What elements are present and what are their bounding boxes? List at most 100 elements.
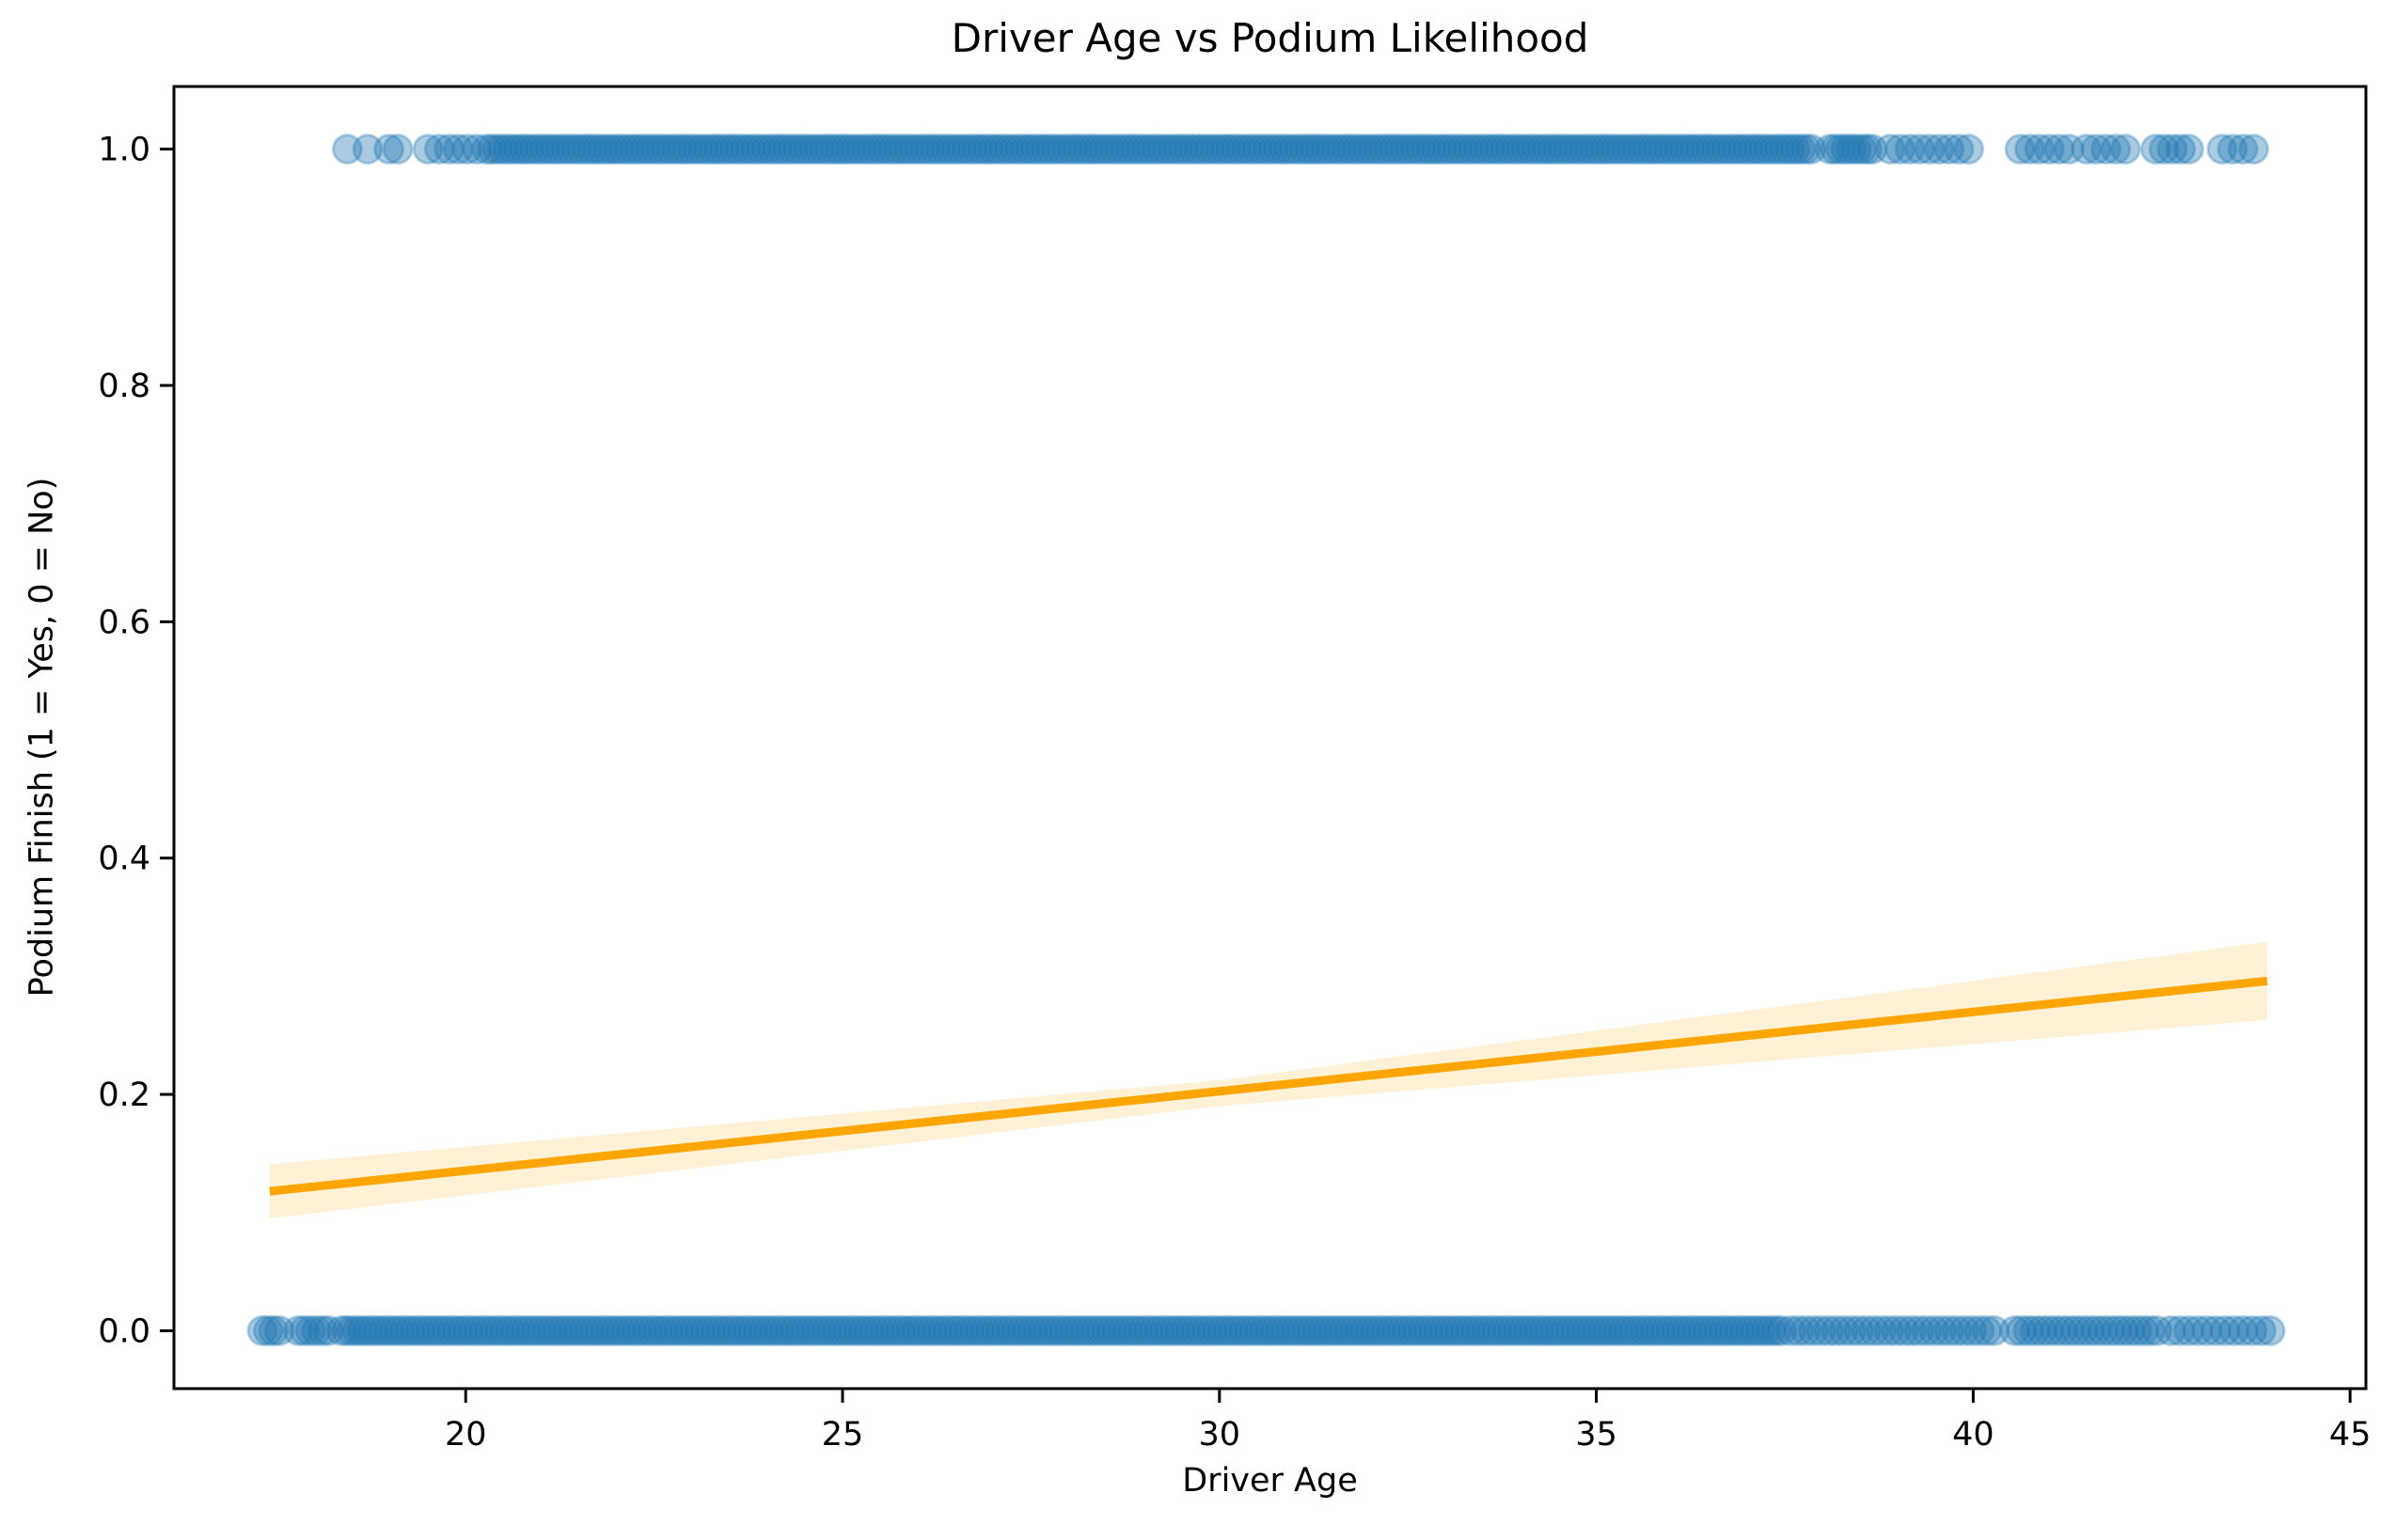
scatter-point [1059, 1314, 1091, 1346]
scatter-point [502, 134, 534, 165]
scatter-point [1491, 1314, 1523, 1346]
scatter-point [877, 134, 909, 165]
scatter-point [745, 134, 777, 165]
scatter-point [821, 1314, 853, 1346]
scatter-point [531, 1314, 563, 1346]
scatter-point [388, 1314, 420, 1346]
scatter-point [394, 1314, 426, 1346]
scatter-point [1294, 134, 1326, 165]
scatter-point [373, 134, 404, 165]
scatter-point [1674, 134, 1706, 165]
scatter-point [692, 134, 724, 165]
scatter-point [1830, 134, 1862, 165]
scatter-point [1631, 134, 1663, 165]
scatter-point [1560, 1314, 1592, 1346]
scatter-point [2046, 1314, 2078, 1346]
scatter-point [851, 134, 883, 165]
scatter-point [2238, 134, 2270, 165]
scatter-point [619, 134, 651, 165]
scatter-point [457, 1314, 489, 1346]
scatter-point [2094, 1314, 2125, 1346]
scatter-point [410, 1314, 442, 1346]
scatter-point [524, 134, 556, 165]
scatter-point [1595, 134, 1627, 165]
scatter-point [1785, 134, 1817, 165]
scatter-point [1320, 134, 1352, 165]
scatter-point [433, 134, 465, 165]
scatter-point [1222, 1314, 1254, 1346]
scatter-point [584, 1314, 616, 1346]
scatter-point [534, 134, 566, 165]
scatter-point [1843, 1314, 1874, 1346]
scatter-point [827, 1314, 859, 1346]
scatter-point [1209, 134, 1241, 165]
scatter-point [378, 1314, 410, 1346]
scatter-point [1729, 1314, 1760, 1346]
scatter-point [930, 134, 962, 165]
scatter-point [1537, 134, 1568, 165]
scatter-point [1600, 134, 1631, 165]
scatter-point [1281, 1314, 1313, 1346]
scatter-point [734, 134, 766, 165]
scatter-point [1037, 1314, 1069, 1346]
scatter-point [869, 1314, 901, 1346]
scatter-point [346, 1314, 378, 1346]
scatter-point [1407, 1314, 1439, 1346]
scatter-point [1254, 1314, 1285, 1346]
scatter-point [497, 134, 529, 165]
scatter-point [1215, 134, 1247, 165]
scatter-point [1544, 1314, 1576, 1346]
scatter-series-podium-yes [331, 134, 2270, 165]
scatter-point [1500, 134, 1532, 165]
scatter-point [1285, 1314, 1317, 1346]
chart-title: Driver Age vs Podium Likelihood [951, 15, 1589, 61]
scatter-point [2014, 134, 2045, 165]
scatter-point [1971, 1314, 2003, 1346]
scatter-point [1349, 1314, 1380, 1346]
scatter-point [1512, 1314, 1544, 1346]
scatter-point [1025, 134, 1057, 165]
scatter-point [1573, 134, 1605, 165]
scatter-point [263, 1314, 295, 1346]
scatter-point [2073, 1314, 2105, 1346]
scatter-point [972, 134, 1004, 165]
scatter-point [1881, 1314, 1913, 1346]
scatter-point [1502, 1314, 1534, 1346]
scatter-point [685, 1314, 716, 1346]
scatter-point [1360, 1314, 1392, 1346]
scatter-point [2043, 134, 2075, 165]
scatter-point [605, 1314, 637, 1346]
scatter-point [774, 1314, 806, 1346]
scatter-point [289, 1314, 321, 1346]
scatter-point [856, 134, 888, 165]
scatter-point [610, 1314, 642, 1346]
scatter-point [695, 1314, 727, 1346]
scatter-point [1505, 134, 1537, 165]
scatter-point [463, 1314, 495, 1346]
scatter-point [2087, 1314, 2119, 1346]
scatter-point [362, 1314, 394, 1346]
scatter-point [1380, 1314, 1412, 1346]
scatter-point [951, 134, 983, 165]
scatter-point [888, 134, 920, 165]
scatter-point [1884, 134, 1916, 165]
scatter-point [1956, 1314, 1988, 1346]
scatter-point [1629, 1314, 1661, 1346]
scatter-point [1627, 134, 1658, 165]
scatter-point [1873, 1314, 1905, 1346]
scatter-point [1091, 1314, 1123, 1346]
scatter-point [1742, 134, 1774, 165]
scatter-point [711, 1314, 743, 1346]
scatter-point [1999, 1314, 2030, 1346]
scatter-point [1412, 1314, 1444, 1346]
scatter-point [1363, 134, 1395, 165]
scatter-point [1642, 134, 1674, 165]
scatter-point [882, 134, 914, 165]
scatter-point [1478, 134, 1510, 165]
scatter-point [1681, 1314, 1713, 1346]
scatter-point [578, 1314, 610, 1346]
scatter-point [1269, 1314, 1301, 1346]
scatter-point [1421, 134, 1453, 165]
scatter-point [246, 1314, 278, 1346]
scatter-point [1117, 1314, 1149, 1346]
